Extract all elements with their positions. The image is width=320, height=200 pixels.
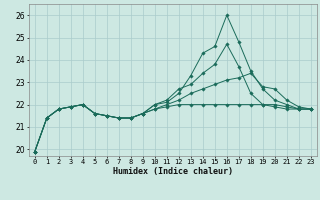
X-axis label: Humidex (Indice chaleur): Humidex (Indice chaleur): [113, 167, 233, 176]
